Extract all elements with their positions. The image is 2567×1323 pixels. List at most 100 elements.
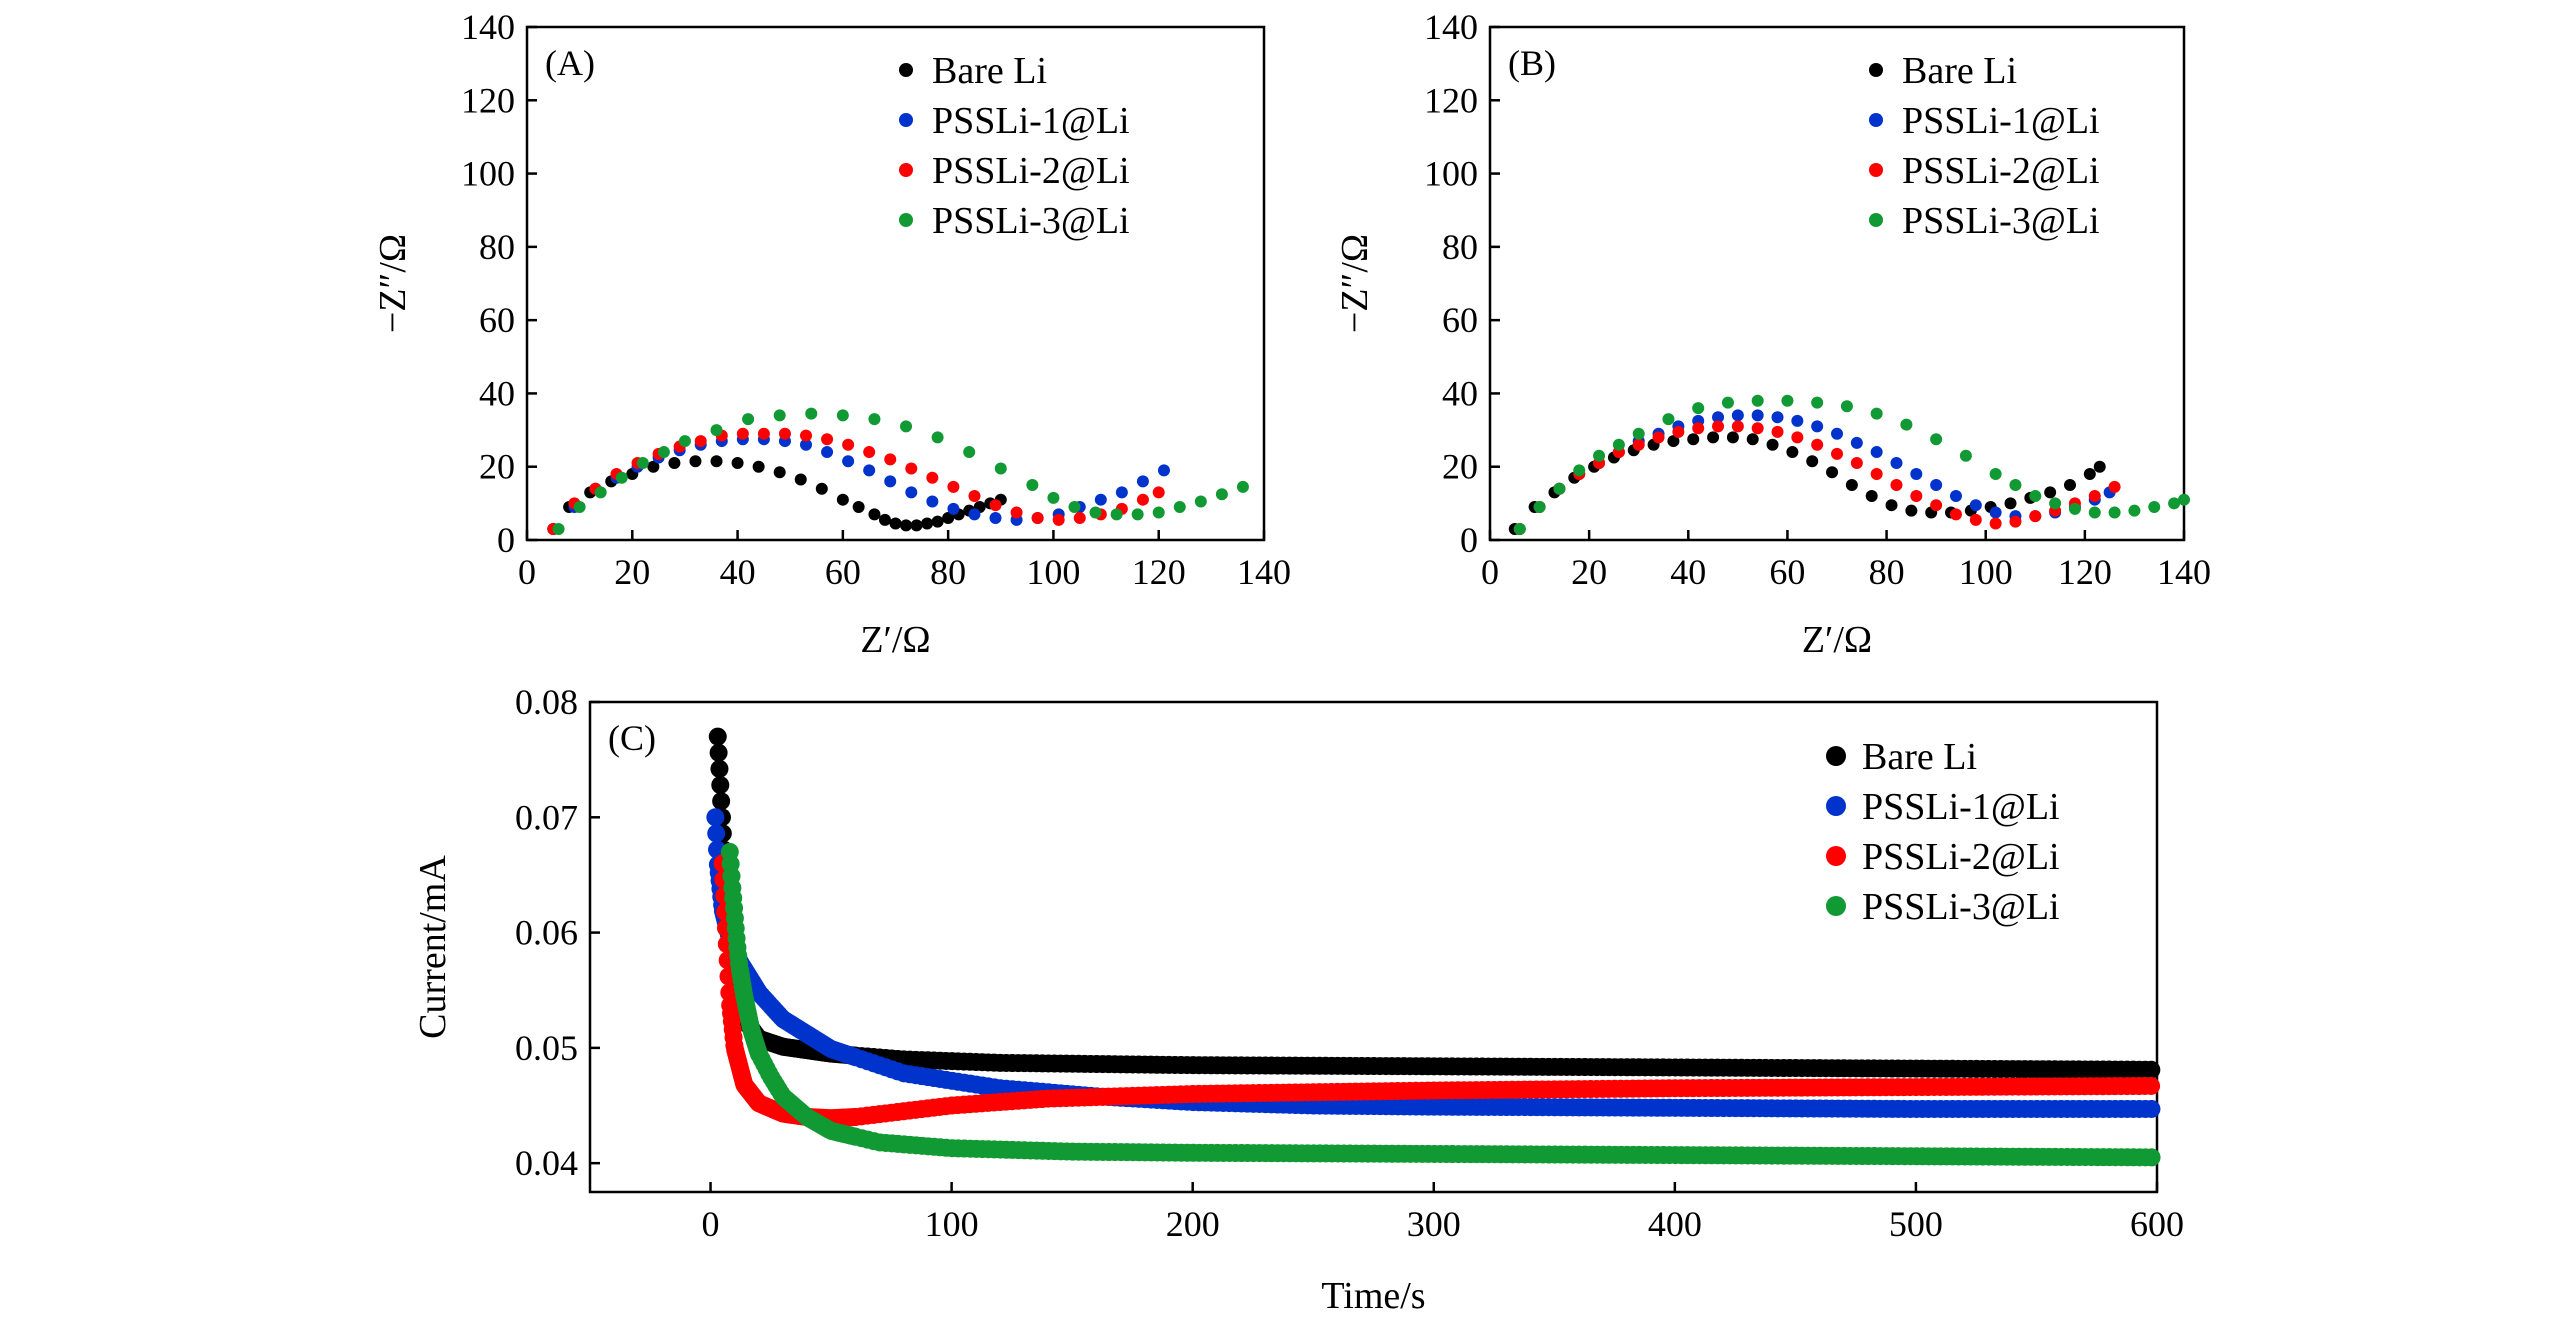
panel-a-point-pssli-3 <box>636 457 649 470</box>
panel-b-point-pssli-3 <box>1781 394 1794 407</box>
panel-b-x-tick-label: 140 <box>2157 552 2211 592</box>
panel-b-point-pssli-1 <box>1969 499 1982 512</box>
panel-b-point-bare-li <box>2083 468 2096 481</box>
panel-b-point-pssli-2 <box>1969 513 1982 526</box>
panel-b-legend-label-pssli-3: PSSLi-3@Li <box>1902 200 2100 242</box>
panel-c-y-tick-label: 0.06 <box>515 913 578 953</box>
panel-b-point-pssli-3 <box>1692 402 1705 415</box>
panel-b-point-pssli-2 <box>1791 431 1804 444</box>
panel-b-legend-label-pssli-2: PSSLi-2@Li <box>1902 150 2100 192</box>
panel-c-point-pssli-1 <box>707 824 726 843</box>
panel-a-label: (A) <box>545 43 595 83</box>
panel-b-y-tick-label: 140 <box>1424 7 1478 47</box>
panel-c-series-pssli-3 <box>720 842 2161 1167</box>
panel-b-point-pssli-3 <box>2128 504 2141 517</box>
panel-b-x-tick-label: 40 <box>1670 552 1706 592</box>
panel-a-point-pssli-3 <box>963 446 976 459</box>
panel-a-point-pssli-3 <box>994 462 1007 475</box>
panel-b-point-pssli-1 <box>1791 414 1804 427</box>
panel-b-point-pssli-1 <box>1890 457 1903 470</box>
panel-c-x-tick-label: 100 <box>925 1204 979 1244</box>
panel-a-legend-marker-pssli-3 <box>899 213 913 227</box>
panel-a-point-bare-li <box>921 517 934 530</box>
panel-a-point-pssli-2 <box>926 471 939 484</box>
panel-b-point-bare-li <box>2063 479 2076 492</box>
panel-b-point-bare-li <box>1766 438 1779 451</box>
panel-a-point-pssli-1 <box>905 486 918 499</box>
panel-b-y-tick-label: 100 <box>1424 154 1478 194</box>
panel-a-point-bare-li <box>878 513 891 526</box>
panel-a-legend-marker-pssli-2 <box>899 163 913 177</box>
panel-b-point-pssli-3 <box>1632 427 1645 440</box>
panel-b-series-pssli-3 <box>1513 394 2190 536</box>
panel-b-point-pssli-3 <box>1751 394 1764 407</box>
panel-c-y-tick-label: 0.08 <box>515 682 578 722</box>
panel-b-x-tick-label: 80 <box>1869 552 1905 592</box>
panel-b-plot: 0 20 40 60 80 100 120 140 0 20 40 60 80 100 120 140 <box>1424 7 2211 592</box>
panel-a-point-pssli-1 <box>926 495 939 508</box>
panel-c-legend-label-bare-li: Bare Li <box>1862 736 1977 778</box>
panel-b-point-pssli-2 <box>1692 422 1705 435</box>
panel-b-point-pssli-2 <box>2108 480 2121 493</box>
panel-a-point-pssli-2 <box>736 427 749 440</box>
panel-b-point-pssli-3 <box>1573 464 1586 477</box>
panel-a-y-tick-label: 100 <box>461 154 515 194</box>
panel-b-point-pssli-3 <box>2049 497 2062 510</box>
panel-c-y-tick-label: 0.05 <box>515 1028 578 1068</box>
panel-b-y-tick-label: 120 <box>1424 80 1478 120</box>
panel-b-point-pssli-3 <box>1553 482 1566 495</box>
panel-a-point-pssli-3 <box>1131 508 1144 521</box>
panel-b-point-pssli-2 <box>1771 425 1784 438</box>
panel-b-point-pssli-3 <box>2168 497 2181 510</box>
panel-b-point-pssli-2 <box>1672 425 1685 438</box>
panel-a-point-pssli-1 <box>884 475 897 488</box>
panel-a-point-pssli-3 <box>594 486 607 499</box>
panel-b-point-pssli-1 <box>1850 436 1863 449</box>
panel-a-x-tick-label: 40 <box>720 552 756 592</box>
panel-a-point-bare-li <box>910 519 923 532</box>
panel-a-point-bare-li <box>647 460 660 473</box>
panel-b-frame <box>1488 25 2186 542</box>
panel-b-point-pssli-3 <box>1811 396 1824 409</box>
panel-a-point-pssli-3 <box>868 413 881 426</box>
panel-a-legend-label-pssli-1: PSSLi-1@Li <box>932 100 1130 142</box>
panel-b-point-pssli-2 <box>2088 490 2101 503</box>
panel-a-point-pssli-1 <box>1094 493 1107 506</box>
panel-b-point-pssli-3 <box>1840 400 1853 413</box>
panel-a-point-pssli-3 <box>1236 480 1249 493</box>
panel-b-point-pssli-2 <box>1652 431 1665 444</box>
panel-a-point-pssli-2 <box>884 453 897 466</box>
panel-a-plot: 0 20 40 60 80 100 120 140 0 20 40 60 80 100 120 140 <box>461 7 1291 592</box>
panel-a-point-pssli-2 <box>757 427 770 440</box>
panel-a-x-tick-label: 120 <box>1132 552 1186 592</box>
panel-b-point-pssli-2 <box>1890 479 1903 492</box>
panel-a-legend-marker-bare-li <box>899 63 913 77</box>
panel-c-legend-marker-pssli-2 <box>1826 846 1846 866</box>
panel-b-x-tick-label: 60 <box>1769 552 1805 592</box>
panel-b-point-pssli-3 <box>1870 407 1883 420</box>
panel-c-legend-label-pssli-1: PSSLi-1@Li <box>1862 786 2060 828</box>
panel-b-point-pssli-3 <box>2088 506 2101 519</box>
panel-a-y-tick-label: 40 <box>479 373 515 413</box>
panel-a-y-tick-label: 0 <box>497 520 515 560</box>
panel-b-point-pssli-2 <box>1831 447 1843 460</box>
panel-b-point-pssli-2 <box>1731 420 1744 433</box>
panel-a-point-bare-li <box>815 482 828 495</box>
panel-c-x-tick-label: 300 <box>1407 1204 1461 1244</box>
panel-b-point-bare-li <box>1845 479 1858 492</box>
panel-b-x-tick-label: 0 <box>1481 552 1499 592</box>
panel-a-point-bare-li <box>668 457 681 470</box>
panel-b-point-bare-li <box>1667 435 1680 448</box>
panel-c-point-bare-li <box>711 776 730 795</box>
panel-a-point-pssli-2 <box>821 433 834 446</box>
panel-a-point-pssli-3 <box>1215 488 1228 501</box>
panel-b-point-pssli-1 <box>1949 490 1962 503</box>
panel-a-point-pssli-3 <box>1194 495 1207 508</box>
panel-a-legend-label-pssli-3: PSSLi-3@Li <box>932 200 1130 242</box>
panel-a-point-pssli-3 <box>1047 491 1060 504</box>
panel-a-y-tick-label: 20 <box>479 447 515 487</box>
panel-c-legend-label-pssli-3: PSSLi-3@Li <box>1862 886 2060 928</box>
panel-b-point-bare-li <box>2004 497 2017 510</box>
panel-a-legend-marker-pssli-1 <box>899 113 913 127</box>
panel-a-point-pssli-3 <box>1068 501 1081 514</box>
